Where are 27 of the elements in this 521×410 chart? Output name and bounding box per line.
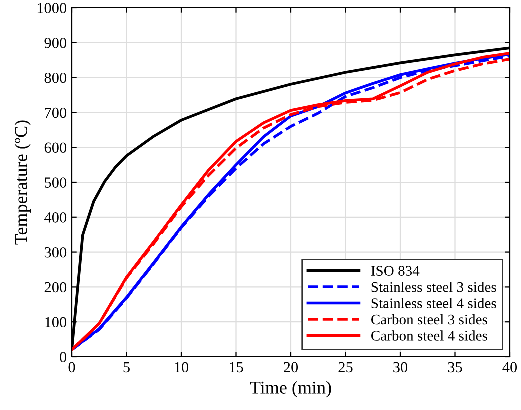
legend-label: Carbon steel 3 sides xyxy=(371,314,488,325)
x-tick-label: 5 xyxy=(124,362,130,373)
y-tick-label: 900 xyxy=(44,38,67,48)
x-tick-label: 25 xyxy=(338,362,353,373)
legend-label: ISO 834 xyxy=(371,266,420,276)
y-tick-label: 600 xyxy=(44,142,67,154)
x-tick-label: 10 xyxy=(175,362,189,373)
x-tick-label: 35 xyxy=(448,362,462,373)
y-tick-label: 700 xyxy=(45,108,67,118)
y-tick-label: 100 xyxy=(46,317,67,328)
y-tick-label: 0 xyxy=(60,352,67,362)
x-tick-label: 20 xyxy=(284,362,298,373)
y-tick-label: 400 xyxy=(44,212,67,223)
y-tick-label: 200 xyxy=(44,282,67,293)
x-tick-label: 0 xyxy=(68,362,76,373)
y-axis-title: Temperature (ºC) xyxy=(14,120,32,245)
y-tick-label: 300 xyxy=(44,247,67,258)
legend-label: Stainless steel 3 sides xyxy=(372,282,496,292)
x-tick-label: 30 xyxy=(394,362,408,373)
y-tick-label: 800 xyxy=(44,72,67,84)
x-axis-title: Time (min) xyxy=(250,381,332,398)
y-tick-label: 500 xyxy=(45,178,67,188)
legend-label: Stainless steel 4 sides xyxy=(372,298,496,308)
y-tick-label: 1000 xyxy=(38,3,67,14)
x-tick-label: 40 xyxy=(502,362,518,373)
legend-label: Carbon steel 4 sides xyxy=(371,330,488,341)
x-tick-label: 15 xyxy=(230,362,244,373)
